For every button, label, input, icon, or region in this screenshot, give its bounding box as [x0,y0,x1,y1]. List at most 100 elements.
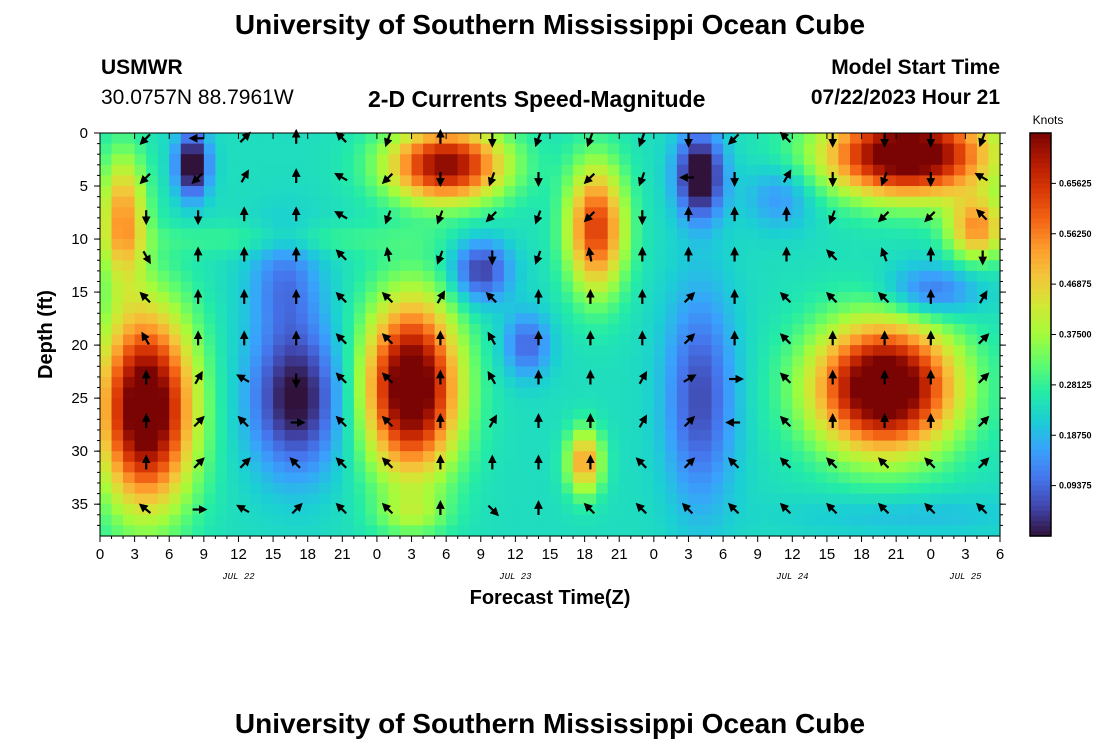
heatmap-cell [123,482,136,495]
heatmap-cell [261,408,274,420]
heatmap-cell [146,345,159,357]
heatmap-cell [446,164,459,177]
heatmap-cell [792,408,805,420]
heatmap-cell [538,472,551,484]
heatmap-cell [446,376,459,389]
heatmap-cell [446,355,459,367]
heatmap-cell [907,525,920,537]
heatmap-cell [676,493,690,505]
heatmap-cell [365,154,378,166]
heatmap-cell [723,461,736,473]
heatmap-cell [469,451,482,463]
heatmap-cell [469,387,482,399]
heatmap-cell [619,419,632,431]
heatmap-cell [480,398,493,410]
heatmap-cell [665,186,678,198]
current-vector-arrow [586,132,595,148]
heatmap-cell [330,366,343,378]
heatmap-cell [815,292,828,304]
current-vector-arrow [534,132,543,148]
heatmap-cell [838,207,851,219]
heatmap-cell [307,207,320,219]
heatmap-cell [665,175,678,187]
heatmap-cell [100,429,113,442]
heatmap-cell [400,525,413,537]
heatmap-cell [757,419,770,431]
heatmap-cell [111,217,124,230]
heatmap-cell [411,164,424,177]
heatmap-cell [988,493,1001,505]
heatmap-cell [423,196,436,208]
heatmap-cell [434,217,447,230]
heatmap-cell [123,355,136,367]
heatmap-cell [180,408,193,420]
heatmap-cell [700,345,713,357]
heatmap-cell [307,398,320,410]
heatmap-cell [861,504,874,516]
heatmap-cell [480,514,493,526]
heatmap-cell [734,398,747,410]
heatmap-cell [838,398,851,410]
heatmap-cell [296,387,309,399]
heatmap-cell [953,313,966,325]
heatmap-cell [457,239,470,251]
colorbar-segment [1030,263,1051,270]
heatmap-cell [388,186,401,198]
current-vector-arrow [877,457,890,469]
heatmap-cell [192,143,205,155]
heatmap-cell [896,133,909,145]
heatmap-cell [896,514,909,526]
heatmap-cell [769,207,782,219]
heatmap-cell [250,228,263,240]
heatmap-cell [803,143,816,155]
heatmap-cell [446,366,459,378]
heatmap-cell [850,355,863,367]
heatmap-cell [169,525,182,537]
heatmap-cell [815,154,828,166]
heatmap-cell [780,281,793,293]
heatmap-cell [296,260,309,272]
colorbar-segment [1030,480,1051,487]
heatmap-cell [630,472,643,484]
heatmap-cell [492,302,505,314]
heatmap-cell [734,451,747,463]
heatmap-cell [273,472,286,484]
heatmap-cell [676,270,690,283]
heatmap-cell [376,345,390,357]
heatmap-cell [826,217,840,230]
heatmap-cell [180,260,193,272]
heatmap-cell [353,313,366,325]
heatmap-cell [630,260,643,272]
heatmap-cell [515,419,528,431]
heatmap-cell [134,217,147,230]
heatmap-cell [319,387,332,399]
heatmap-cell [134,207,147,219]
heatmap-cell [850,186,863,198]
heatmap-cell [492,143,505,155]
heatmap-cell [988,376,1001,389]
chart-subtitle: 2-D Currents Speed-Magnitude [368,86,706,112]
heatmap-cell [907,302,920,314]
heatmap-cell [607,440,620,452]
heatmap-cell [215,260,228,272]
heatmap-cell [561,217,574,230]
heatmap-cell [203,429,216,442]
heatmap-cell [457,398,470,410]
heatmap-cell [780,440,793,452]
heatmap-cell [503,217,516,230]
heatmap-cell [365,175,378,187]
heatmap-cell [273,207,286,219]
heatmap-cell [561,323,574,336]
heatmap-cell [630,196,643,208]
heatmap-cell [919,249,932,261]
heatmap-cell [330,355,343,367]
heatmap-cell [792,260,805,272]
heatmap-cell [550,376,563,389]
heatmap-cell [850,217,863,230]
heatmap-cell [723,429,736,442]
heatmap-cell [146,175,159,187]
heatmap-cell [873,355,886,367]
heatmap-cell [665,472,678,484]
heatmap-cell [919,345,932,357]
heatmap-cell [238,281,251,293]
